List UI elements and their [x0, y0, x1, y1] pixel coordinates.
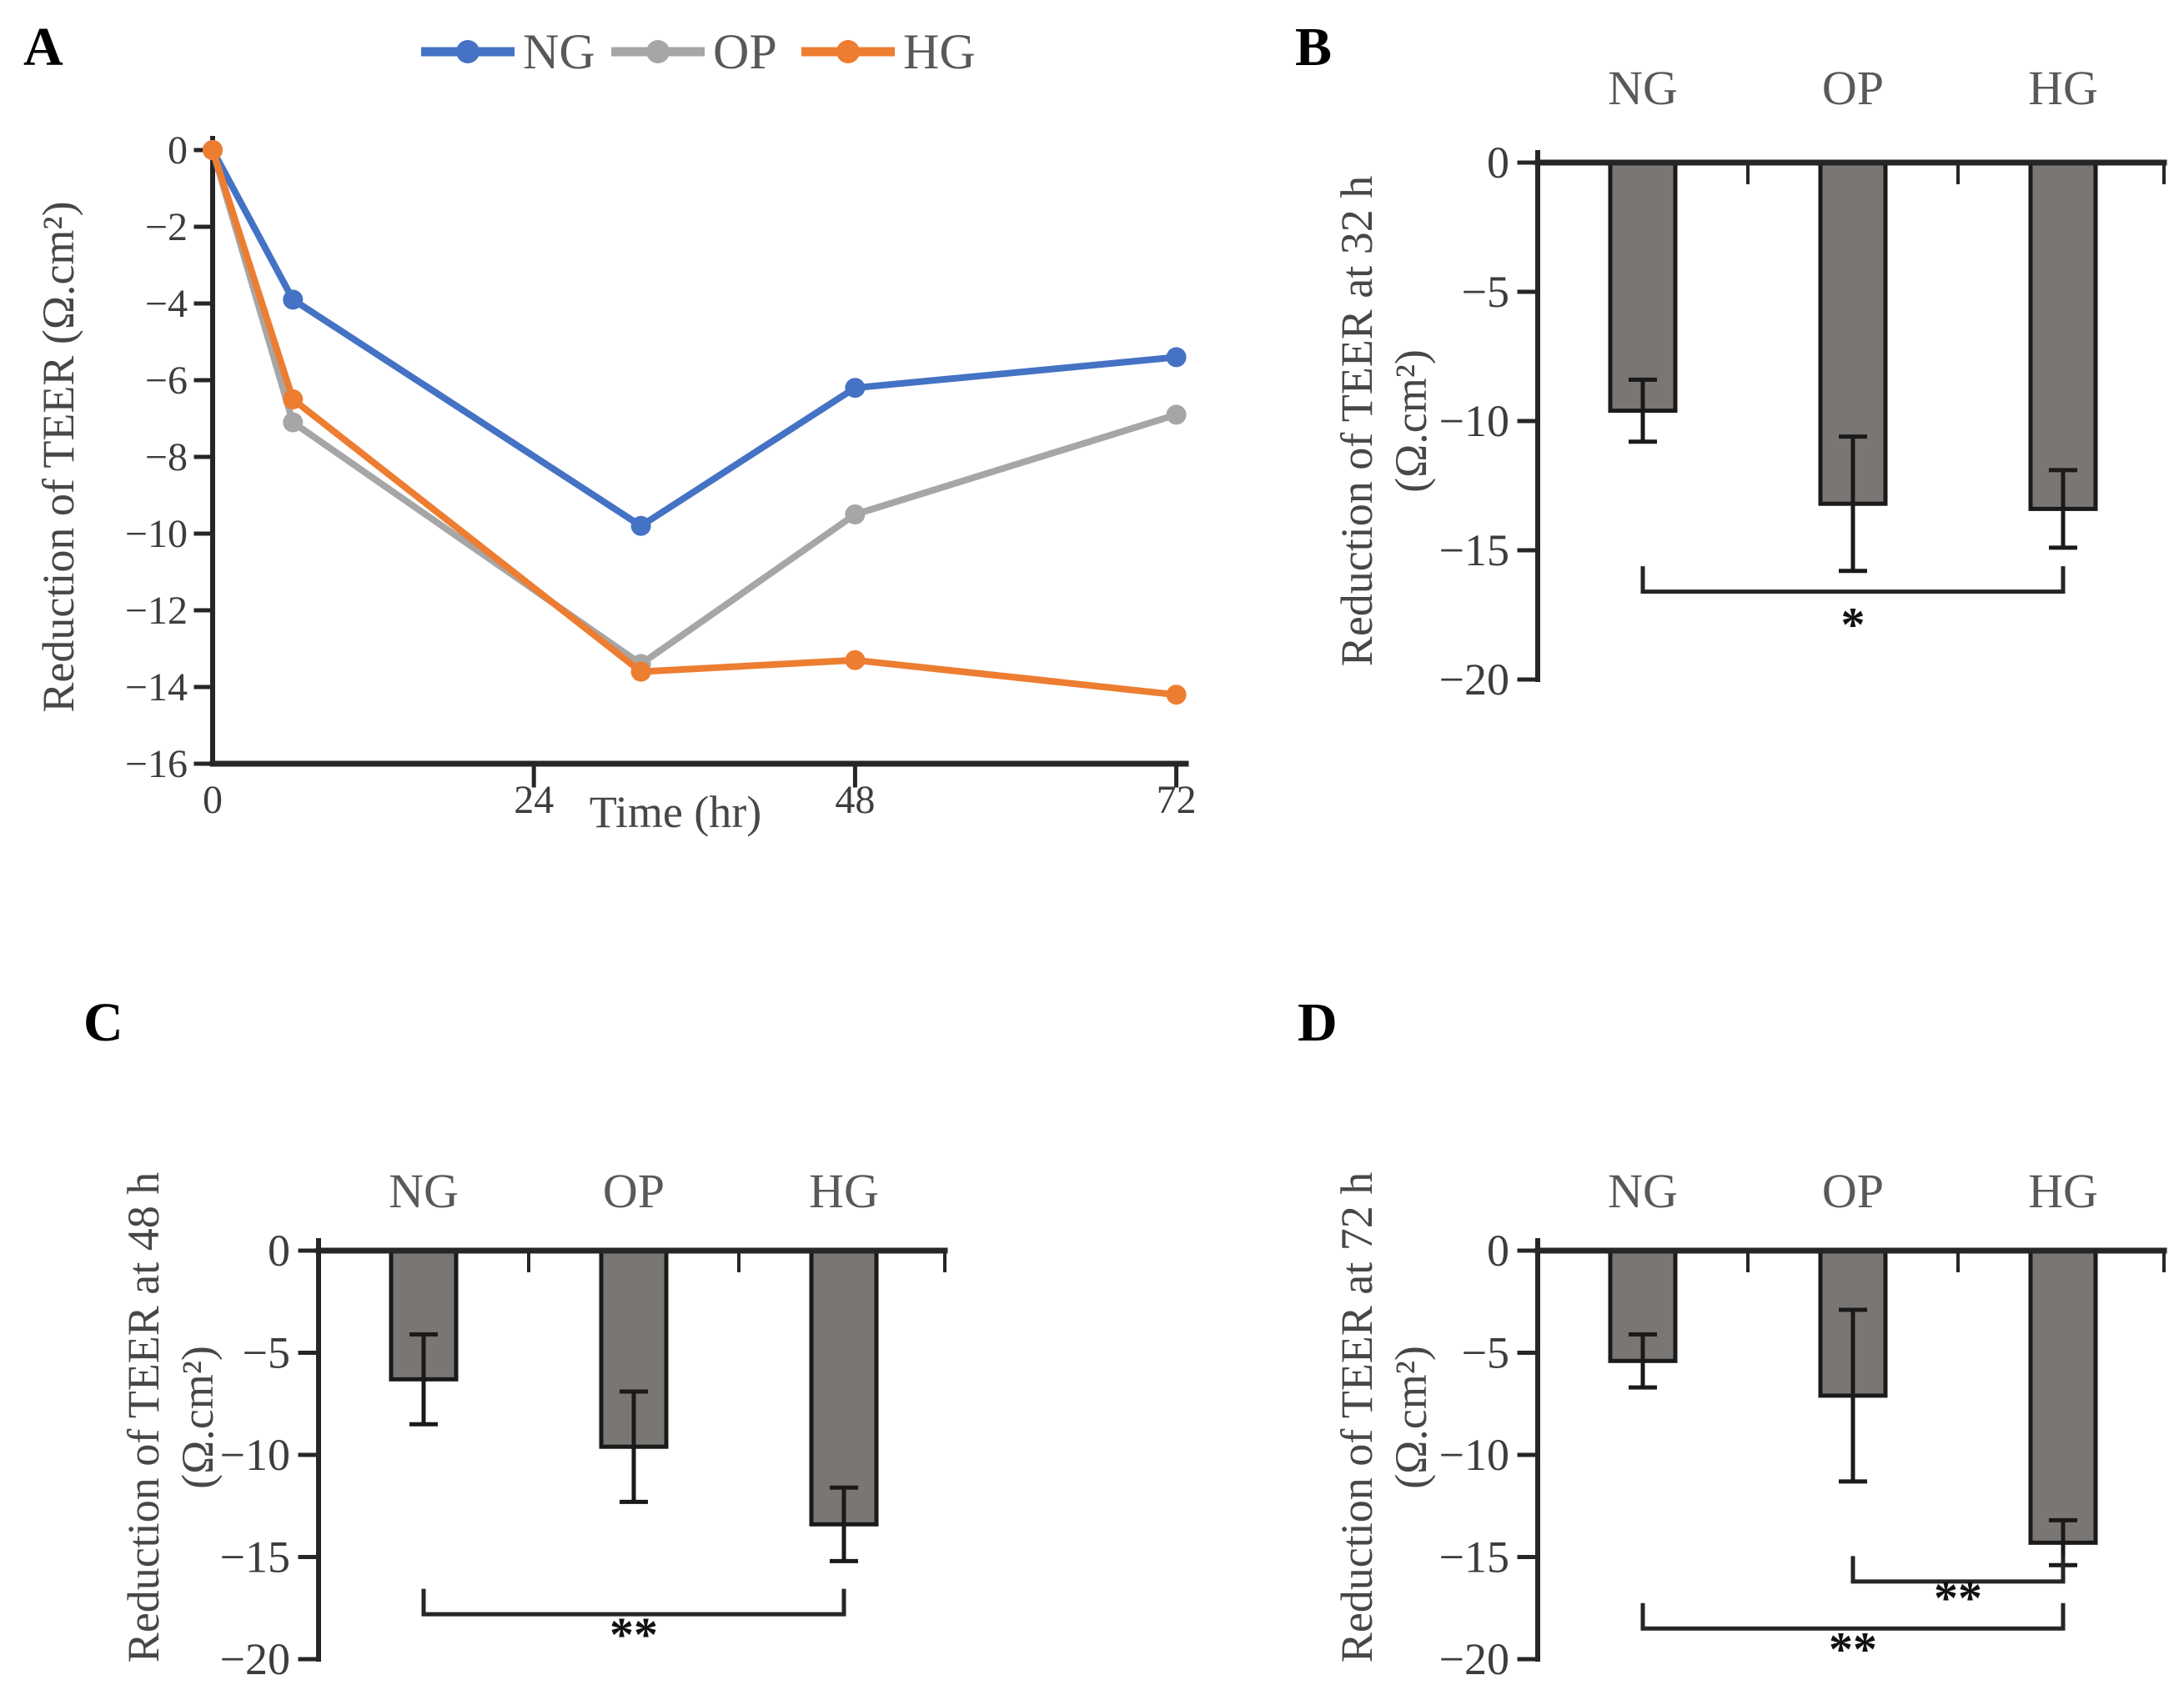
- legend-label-HG: HG: [903, 24, 976, 79]
- significance-label-OP-HG: **: [1934, 1571, 1982, 1625]
- bar-HG: [2028, 1248, 2098, 1545]
- series-point-OP: [845, 504, 866, 524]
- significance-label-NG-HG: *: [1841, 598, 1865, 652]
- panel-b-y-axis-title-line1: Reduction of TEER at 32 h: [1332, 176, 1382, 666]
- y-tick-label: −15: [220, 1532, 290, 1582]
- panel-d-label: D: [1298, 992, 1338, 1053]
- y-tick-label: −6: [145, 359, 188, 403]
- y-tick-label: −14: [125, 665, 188, 710]
- panel-b-y-axis-title-line2: (Ω.cm²): [1386, 349, 1436, 493]
- category-label-HG: HG: [809, 1164, 879, 1218]
- legend-label-NG: NG: [523, 24, 595, 79]
- panel-a-x-axis-title: Time (hr): [590, 787, 762, 837]
- significance-bracket-NG-HG: [421, 1588, 846, 1617]
- series-point-HG: [1166, 685, 1187, 705]
- y-tick-label: −2: [145, 205, 188, 249]
- y-tick-label: −20: [1439, 1634, 1509, 1684]
- category-label-NG: NG: [1608, 1164, 1678, 1218]
- legend-marker-OP: [646, 40, 670, 63]
- series-point-NG: [630, 515, 651, 536]
- panel-d-y-axis-title-line2: (Ω.cm²): [1386, 1346, 1436, 1489]
- panel-c-chart: 0 −5 −10 −15 −20 NG OP HG **: [220, 1164, 948, 1684]
- legend-label-OP: OP: [713, 24, 777, 79]
- significance-bracket-NG-HG: [1640, 566, 2066, 594]
- x-tick-label: 72: [1157, 778, 1197, 822]
- y-tick-label: 0: [168, 128, 188, 173]
- category-label-NG: NG: [1608, 61, 1678, 115]
- significance-label-NG-HG: **: [1829, 1622, 1877, 1676]
- legend-marker-HG: [836, 40, 860, 63]
- series-point-OP: [1166, 404, 1187, 425]
- panel-d-y-axis-title-line1: Reduction of TEER at 72 h: [1332, 1172, 1382, 1662]
- y-tick-label: −12: [125, 589, 188, 633]
- y-tick-label: −20: [220, 1634, 290, 1684]
- panel-a-y-axis-title: Reduction of TEER (Ω.cm²): [33, 201, 83, 712]
- series-point-HG: [203, 140, 223, 160]
- series-point-HG: [630, 661, 651, 682]
- y-tick-label: −4: [145, 282, 188, 326]
- series-line-HG: [209, 147, 1180, 699]
- y-tick-label: −10: [1439, 396, 1509, 446]
- y-tick-label: −5: [243, 1328, 290, 1378]
- category-label-OP: OP: [603, 1164, 665, 1218]
- y-tick-label: −10: [220, 1430, 290, 1480]
- y-tick-label: −5: [1462, 1328, 1509, 1378]
- y-tick-label: 0: [268, 1226, 290, 1276]
- panel-a-chart: 0 −2 −4 −6 −8 −10 −12 −14 −16 0 24 48 72 NG OP HG: [125, 24, 1197, 822]
- series-line-OP: [209, 147, 1180, 668]
- panel-c-y-axis-title-line2: (Ω.cm²): [173, 1346, 223, 1489]
- panel-b-chart: 0 −5 −10 −15 −20 NG OP HG *: [1439, 61, 2167, 705]
- significance-bracket-OP-HG: [1850, 1556, 2066, 1584]
- x-tick-label: 48: [835, 778, 875, 822]
- category-label-OP: OP: [1822, 61, 1884, 115]
- y-tick-label: −8: [145, 435, 188, 479]
- category-label-HG: HG: [2028, 1164, 2098, 1218]
- bar-NG: [1608, 160, 1678, 414]
- y-tick-label: −10: [125, 512, 188, 556]
- series-point-NG: [1166, 347, 1187, 368]
- bar-HG: [809, 1248, 879, 1527]
- significance-label-NG-HG: **: [610, 1607, 658, 1662]
- x-tick-label: 24: [514, 778, 554, 822]
- y-tick-label: 0: [1487, 1226, 1509, 1276]
- significance-bracket-NG-HG: [1640, 1602, 2066, 1631]
- panel-d-chart: 0 −5 −10 −15 −20 NG OP HG ** **: [1439, 1164, 2167, 1684]
- panel-b-label: B: [1295, 17, 1332, 78]
- y-tick-label: −5: [1462, 267, 1509, 317]
- bar-HG: [2028, 160, 2098, 511]
- panel-a-label: A: [23, 17, 63, 78]
- y-tick-label: −20: [1439, 654, 1509, 705]
- x-tick-label: 0: [203, 778, 223, 822]
- y-tick-label: −16: [125, 742, 188, 786]
- series-point-NG: [283, 289, 304, 310]
- category-label-HG: HG: [2028, 61, 2098, 115]
- y-tick-label: −10: [1439, 1430, 1509, 1480]
- y-tick-label: 0: [1487, 138, 1509, 188]
- series-point-OP: [283, 412, 304, 433]
- series-point-HG: [283, 389, 304, 409]
- series-point-HG: [845, 649, 866, 670]
- series-point-NG: [845, 378, 866, 399]
- y-tick-label: −15: [1439, 1532, 1509, 1582]
- category-label-NG: NG: [389, 1164, 459, 1218]
- y-tick-label: −15: [1439, 525, 1509, 575]
- legend-marker-NG: [456, 40, 479, 63]
- panel-c-y-axis-title-line1: Reduction of TEER at 48 h: [118, 1172, 168, 1662]
- category-label-OP: OP: [1822, 1164, 1884, 1218]
- panel-c-label: C: [83, 992, 123, 1053]
